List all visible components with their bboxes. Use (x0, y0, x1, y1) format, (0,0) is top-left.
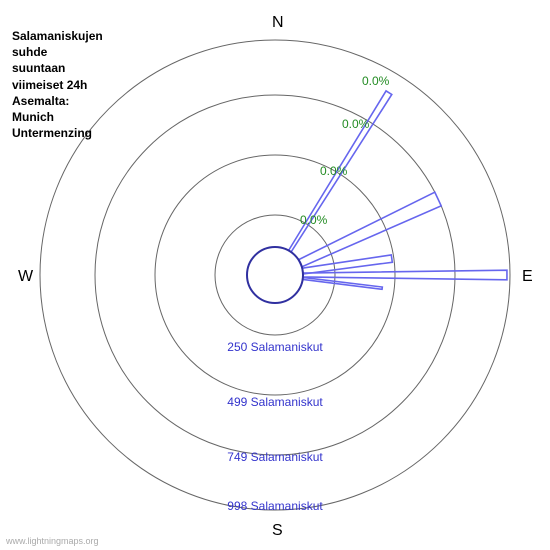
title-line: viimeiset 24h (12, 77, 103, 93)
rose-petal (303, 270, 507, 280)
chart-title: Salamaniskujensuhdesuuntaanviimeiset 24h… (12, 28, 103, 141)
ring-label: 998 Salamaniskut (227, 499, 322, 513)
title-line: Salamaniskujen (12, 28, 103, 44)
rose-petal (298, 192, 441, 267)
center-circle (247, 247, 303, 303)
title-line: Asemalta: (12, 93, 103, 109)
rose-petal (302, 255, 392, 274)
rose-petal (303, 277, 383, 289)
title-line: Munich (12, 109, 103, 125)
percent-label: 0.0% (300, 213, 327, 227)
percent-label: 0.0% (342, 117, 369, 131)
compass-w: W (18, 268, 33, 286)
grid-ring (40, 40, 510, 510)
compass-n: N (272, 14, 284, 32)
footer-attribution: www.lightningmaps.org (6, 536, 99, 546)
ring-label: 250 Salamaniskut (227, 340, 322, 354)
title-line: suuntaan (12, 60, 103, 76)
title-line: Untermenzing (12, 125, 103, 141)
percent-label: 0.0% (362, 74, 389, 88)
compass-e: E (522, 268, 533, 286)
grid-ring (155, 155, 395, 395)
title-line: suhde (12, 44, 103, 60)
grid-ring (215, 215, 335, 335)
compass-s: S (272, 522, 283, 540)
percent-label: 0.0% (320, 164, 347, 178)
ring-label: 499 Salamaniskut (227, 395, 322, 409)
chart-container: Salamaniskujensuhdesuuntaanviimeiset 24h… (0, 0, 550, 550)
ring-label: 749 Salamaniskut (227, 450, 322, 464)
